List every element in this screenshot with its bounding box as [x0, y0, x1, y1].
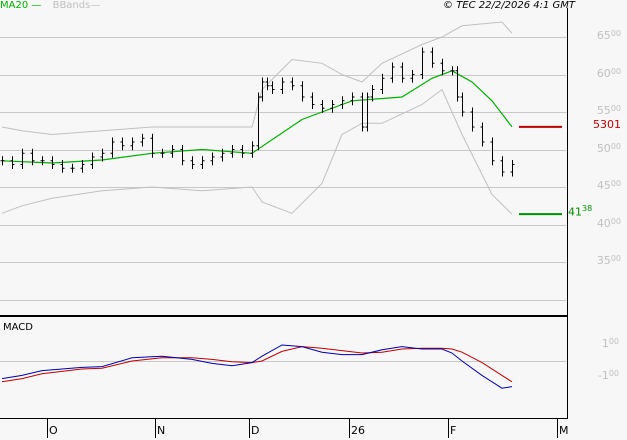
ohlc-bar	[60, 160, 65, 173]
price-axis-label: 6500	[596, 29, 621, 42]
ohlc-bar	[470, 107, 475, 132]
ohlc-bar	[480, 122, 485, 147]
ohlc-bar	[250, 141, 255, 158]
copyright-timestamp: © TEC 22/2/2026 4:1 GMT	[443, 0, 575, 11]
ohlc-bar	[380, 73, 385, 94]
ohlc-bar	[280, 77, 285, 94]
ohlc-bar	[110, 137, 115, 158]
x-axis-label: D	[251, 424, 260, 437]
ohlc-bar	[230, 145, 235, 158]
ohlc-bar	[170, 145, 175, 158]
ohlc-bar	[265, 77, 270, 91]
ohlc-bar	[220, 148, 225, 162]
ohlc-bar	[100, 148, 105, 162]
price-gridlines	[0, 37, 567, 301]
ohlc-bar	[410, 70, 415, 83]
price-axis-label: 5500	[596, 104, 621, 117]
ohlc-bar	[290, 77, 295, 91]
ohlc-bar	[400, 62, 405, 83]
ohlc-bar	[160, 148, 165, 158]
bband-lower-line	[1, 88, 513, 215]
ohlc-bar	[440, 58, 445, 76]
ohlc-bar	[150, 133, 155, 158]
macd-title: MACD	[3, 322, 33, 333]
ohlc-bar	[300, 81, 305, 102]
price-axis-label: 4500	[596, 179, 621, 192]
ohlc-bar	[270, 81, 275, 94]
macd-axis-label: 100	[601, 337, 619, 350]
price-axis-label: 3500	[596, 254, 621, 267]
ohlc-bar	[370, 85, 375, 102]
x-axis-label: F	[450, 424, 457, 437]
ohlc-bar	[190, 156, 195, 169]
ohlc-bar	[256, 92, 261, 151]
ohlc-bar	[120, 137, 125, 151]
ohlc-bar	[10, 156, 15, 169]
x-axis-ticks	[47, 419, 558, 438]
ohlc-bar	[70, 163, 75, 173]
ohlc-bar	[240, 145, 245, 158]
legend-ma20: MA20 —	[0, 0, 42, 11]
price-axis-label: 5000	[596, 141, 621, 155]
ohlc-bar	[310, 92, 315, 109]
ohlc-bar	[130, 137, 135, 151]
bband-upper-line	[1, 21, 513, 136]
ohlc-bar	[20, 148, 25, 169]
ohlc-bar	[510, 160, 515, 177]
macd-axis-label: -100	[597, 369, 619, 382]
legend-bbands: BBands—	[52, 0, 101, 11]
ohlc-bar	[420, 47, 425, 79]
chart-legend: MA20 — BBands—	[0, 0, 100, 11]
ohlc-bar	[40, 156, 45, 166]
ohlc-bar	[30, 148, 35, 166]
ohlc-bar	[490, 137, 495, 166]
x-axis-label: O	[49, 424, 58, 437]
ohlc-bar	[320, 100, 325, 113]
ohlc-bar	[140, 133, 145, 147]
ohlc-bar	[200, 156, 205, 169]
x-axis-label: 26	[351, 424, 365, 437]
ohlc-bar	[0, 156, 5, 166]
price-bars	[0, 47, 515, 177]
ohlc-bar	[330, 100, 335, 113]
support-level-label: 4138	[568, 204, 593, 219]
ohlc-bar	[430, 47, 435, 68]
ohlc-bar	[90, 152, 95, 169]
ohlc-bar	[500, 156, 505, 177]
ohlc-bar	[50, 156, 55, 169]
ohlc-bar	[350, 92, 355, 106]
price-axis-label: 6000	[596, 66, 621, 80]
macd-line	[1, 344, 513, 389]
x-axis-label: N	[157, 424, 166, 437]
price-axis-label: 4000	[596, 216, 621, 230]
resistance-level-label: 5301	[593, 118, 621, 131]
ohlc-bar	[360, 92, 365, 132]
ohlc-bar	[210, 152, 215, 166]
ma20-line	[1, 70, 513, 164]
ohlc-bar	[460, 92, 465, 117]
macd-signal-line	[1, 346, 513, 383]
x-axis-label: M	[559, 424, 569, 437]
ohlc-bar	[455, 66, 460, 102]
ohlc-bar	[450, 66, 455, 76]
ohlc-bar	[260, 77, 265, 102]
ohlc-bar	[340, 96, 345, 109]
ohlc-bar	[365, 92, 370, 132]
ohlc-bar	[80, 160, 85, 173]
ohlc-bar	[180, 145, 185, 166]
ohlc-bar	[390, 62, 395, 83]
